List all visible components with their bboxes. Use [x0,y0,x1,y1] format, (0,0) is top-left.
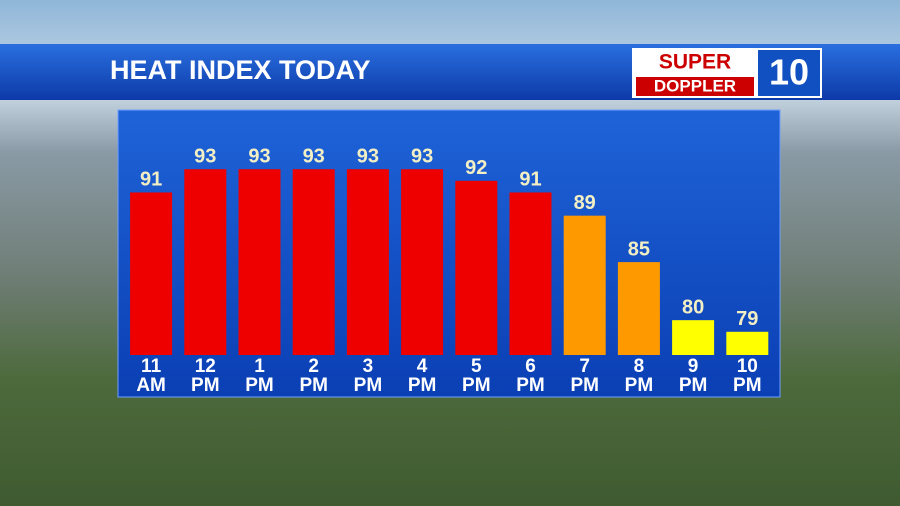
bar [455,180,498,355]
value-label: 93 [194,146,216,168]
value-label: 93 [303,146,325,168]
value-label: 91 [140,169,162,191]
x-tick-label: 4 PM [407,356,437,396]
x-tick-label: 2 PM [299,356,328,396]
value-label: 85 [628,238,650,260]
logo-badge [758,50,820,96]
value-label: 80 [682,296,704,318]
chart-panel [117,109,781,398]
x-tick-label: 5 PM [462,356,491,396]
value-label: 93 [357,146,379,168]
bar [238,169,281,355]
x-tick-label: 1 PM [245,356,274,396]
bar [130,192,173,355]
bar [401,169,444,355]
x-tick-label: 9 PM [678,356,708,396]
x-tick-label: 6 PM [516,356,545,396]
bar [292,169,335,355]
bar [346,169,389,355]
logo-band [636,77,754,96]
x-tick-label: 10 PM [733,356,762,396]
value-label: 79 [736,308,758,330]
value-label: 92 [465,157,487,179]
value-label: 91 [519,169,541,191]
bar [184,169,227,355]
logo-number: 10 [769,52,809,93]
chart-title: HEAT INDEX TODAY [110,55,371,85]
bar [672,320,715,355]
x-tick-label: 11 AM [136,356,166,396]
x-tick-label: 8 PM [624,356,654,396]
logo-text: SUPER [659,51,731,74]
x-tick-label: 12 PM [191,356,220,396]
bar [563,215,606,355]
value-label: 93 [411,146,433,168]
value-label: 89 [574,192,596,214]
bar [509,192,552,355]
bar [617,262,660,355]
value-label: 93 [248,146,270,168]
x-tick-label: 7 PM [570,356,599,396]
x-tick-label: 3 PM [353,356,383,396]
logo-text: DOPPLER [654,76,736,95]
bar [726,331,769,355]
